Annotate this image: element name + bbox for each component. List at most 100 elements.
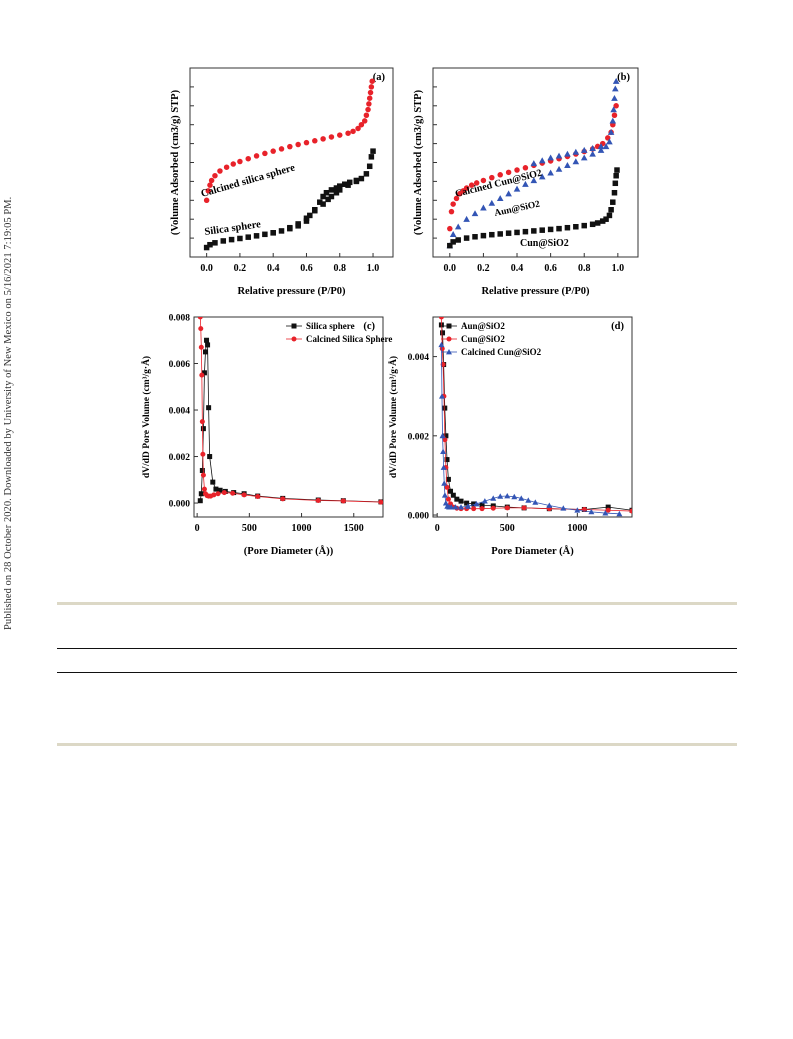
- data-point: [207, 182, 213, 188]
- data-point: [197, 498, 203, 504]
- legend-label: Calcined Silica Sphere: [306, 334, 392, 344]
- data-point: [473, 180, 480, 186]
- chart-panel-c: 0 500 1000 1500 0.000 0.002 0.004 0.006 0.008 (Po…: [140, 314, 392, 558]
- y-tick-label: 0.008: [169, 314, 191, 324]
- x-tick-label: 0.2: [234, 263, 247, 274]
- legend-item: Aun@SiO2: [441, 321, 505, 331]
- data-point: [211, 492, 217, 498]
- plot-frame: [193, 316, 384, 518]
- data-point: [438, 341, 445, 348]
- data-point: [440, 448, 447, 455]
- data-point: [564, 162, 571, 168]
- data-point: [489, 231, 495, 238]
- data-point: [602, 510, 609, 516]
- data-point: [581, 222, 587, 229]
- data-point: [463, 215, 470, 222]
- series-line: [441, 344, 620, 515]
- data-point: [594, 220, 601, 226]
- data-point: [450, 492, 456, 498]
- data-point: [262, 231, 268, 238]
- data-point: [440, 464, 447, 470]
- series-2: [438, 341, 623, 517]
- data-point: [610, 199, 616, 205]
- data-point: [471, 210, 479, 217]
- data-point: [531, 228, 537, 234]
- legend-item: Calcined Cun@SiO2: [441, 347, 542, 357]
- series-2: [270, 178, 360, 236]
- data-point: [278, 146, 285, 152]
- plot-frame: [432, 316, 633, 518]
- data-point: [605, 507, 611, 513]
- chart-panel-d: 0 500 1000 0.000 0.002 0.004 Pore Diameter (Å)…: [387, 316, 633, 557]
- x-tick-label: 0.0: [200, 263, 213, 274]
- data-point: [547, 154, 554, 161]
- data-point: [479, 502, 485, 508]
- data-point: [522, 228, 529, 235]
- data-point: [463, 235, 470, 241]
- x-tick-label: 0: [435, 523, 440, 534]
- data-point: [473, 500, 480, 507]
- data-point: [511, 493, 518, 500]
- data-point: [200, 426, 206, 432]
- data-point: [610, 106, 617, 113]
- legend-marker: [446, 323, 452, 329]
- y-tick-label: 0.002: [169, 453, 191, 463]
- data-point: [481, 498, 488, 504]
- y-tick-label: 0.002: [408, 432, 430, 442]
- data-point: [497, 231, 503, 237]
- data-point: [205, 342, 211, 348]
- data-point: [613, 103, 619, 109]
- data-point: [337, 183, 343, 189]
- data-point: [547, 169, 554, 176]
- x-tick-label: 0.2: [477, 263, 490, 274]
- data-point: [589, 145, 596, 151]
- data-point: [378, 499, 383, 505]
- data-point: [295, 141, 301, 148]
- data-point: [199, 419, 205, 425]
- data-point: [605, 504, 611, 510]
- data-point: [200, 472, 206, 478]
- data-point: [312, 138, 318, 144]
- data-point: [320, 193, 326, 200]
- data-point: [439, 432, 446, 439]
- series-0: [447, 103, 619, 232]
- data-point: [564, 150, 571, 157]
- data-point: [629, 508, 632, 514]
- data-point: [228, 236, 235, 243]
- data-point: [198, 491, 204, 497]
- data-point: [441, 492, 448, 498]
- data-point: [546, 502, 553, 508]
- data-point: [530, 160, 538, 167]
- annotation: Calcined silica sphere: [200, 162, 297, 199]
- data-point: [464, 500, 470, 506]
- data-point: [442, 405, 448, 411]
- data-point: [530, 177, 538, 184]
- data-point: [287, 143, 293, 150]
- data-point: [616, 510, 623, 517]
- data-point: [612, 85, 619, 92]
- y-tick-label: 0.004: [169, 407, 191, 417]
- legend-label: Silica sphere: [306, 321, 355, 331]
- x-tick-label: 0.4: [267, 263, 280, 274]
- data-point: [204, 337, 210, 343]
- data-point: [613, 172, 619, 179]
- series-line: [199, 340, 381, 503]
- data-point: [522, 165, 529, 171]
- panel-label: (b): [617, 72, 630, 83]
- data-point: [449, 231, 457, 237]
- data-point: [287, 224, 293, 231]
- data-point: [505, 230, 512, 236]
- x-tick-label: 0.6: [300, 263, 313, 274]
- data-point: [207, 454, 213, 460]
- data-point: [611, 189, 618, 196]
- data-point: [599, 218, 606, 224]
- data-point: [361, 118, 368, 124]
- data-point: [471, 506, 477, 512]
- data-point: [201, 370, 207, 376]
- x-tick-label: 1.0: [367, 263, 380, 274]
- data-point: [365, 106, 371, 113]
- data-point: [333, 189, 340, 196]
- x-tick-label: 0: [195, 523, 200, 534]
- data-point: [328, 187, 335, 193]
- data-point: [255, 494, 261, 500]
